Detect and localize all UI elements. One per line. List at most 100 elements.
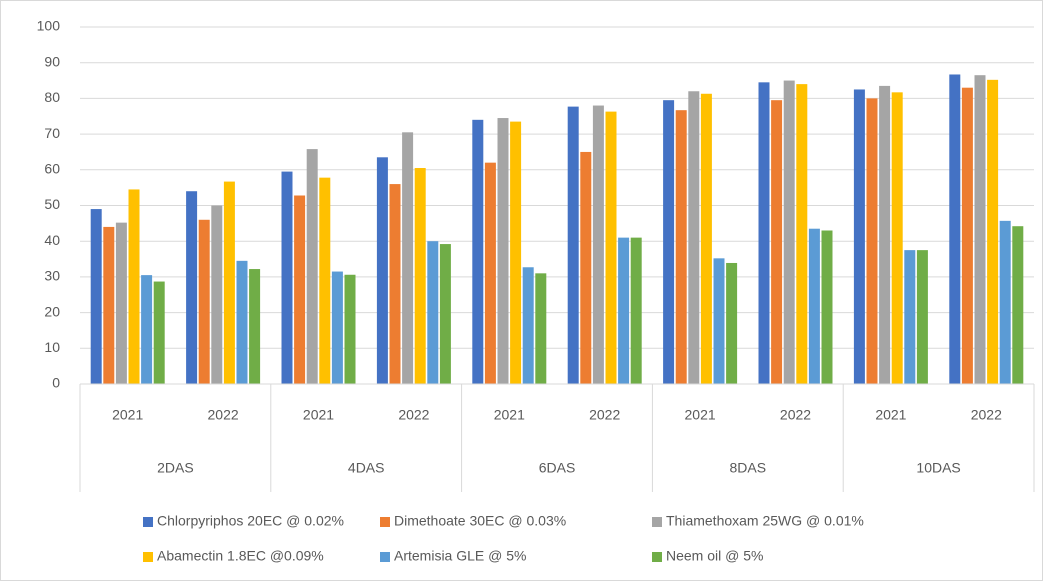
group-label: 8DAS (730, 460, 767, 476)
bar (198, 219, 210, 384)
bar (771, 100, 783, 384)
bar (306, 149, 318, 384)
bar (535, 273, 547, 384)
bar (891, 92, 903, 385)
bar (796, 84, 808, 385)
bar (414, 168, 426, 384)
bar (675, 110, 687, 384)
y-tick-label: 100 (37, 18, 61, 34)
legend-swatch (652, 517, 662, 527)
bar (294, 195, 306, 384)
legend-label: Thiamethoxam 25WG @ 0.01% (666, 513, 864, 529)
y-tick-label: 70 (44, 125, 60, 141)
x-tick-label: 2022 (780, 407, 811, 423)
x-tick-label: 2021 (494, 407, 525, 423)
group-label: 4DAS (348, 460, 385, 476)
y-tick-label: 10 (44, 339, 60, 355)
bar (211, 205, 223, 384)
bar (904, 250, 916, 384)
bar (567, 106, 579, 385)
bar (249, 269, 261, 384)
bar (916, 250, 928, 384)
bar (389, 184, 401, 384)
bar (484, 162, 496, 384)
bar (236, 260, 248, 384)
bar (987, 79, 999, 384)
bar (580, 151, 592, 384)
bar (630, 237, 642, 384)
bar (663, 100, 675, 384)
x-tick-label: 2021 (875, 407, 906, 423)
legend-swatch (143, 552, 153, 562)
bar (331, 271, 343, 384)
x-tick-label: 2021 (112, 407, 143, 423)
bar (439, 244, 451, 384)
bar (866, 98, 878, 385)
legend-swatch (380, 552, 390, 562)
bar (974, 75, 986, 384)
bar (510, 121, 522, 384)
y-tick-label: 90 (44, 53, 60, 69)
bar (153, 281, 165, 384)
bar (726, 262, 738, 384)
legend-label: Abamectin 1.8EC @0.09% (157, 548, 324, 564)
bar (472, 119, 484, 384)
bar (376, 157, 388, 384)
bar (879, 85, 891, 384)
bar (1012, 226, 1024, 384)
legend-label: Neem oil @ 5% (666, 548, 763, 564)
legend-label: Artemisia GLE @ 5% (394, 548, 526, 564)
y-tick-label: 40 (44, 232, 60, 248)
y-tick-label: 60 (44, 161, 60, 177)
bar (427, 241, 439, 384)
y-tick-label: 0 (52, 375, 60, 391)
bar (141, 275, 153, 384)
bar (497, 118, 509, 384)
bar (344, 274, 356, 384)
legend-swatch (652, 552, 662, 562)
bar (949, 74, 961, 384)
bar (618, 237, 630, 384)
bar (713, 258, 725, 384)
bar (853, 89, 865, 384)
bar (128, 189, 140, 384)
x-tick-label: 2021 (685, 407, 716, 423)
bar (808, 228, 820, 384)
bar (758, 82, 770, 385)
bar (999, 220, 1011, 384)
y-tick-label: 30 (44, 268, 60, 284)
x-tick-label: 2022 (208, 407, 239, 423)
group-label: 10DAS (916, 460, 960, 476)
bar (821, 230, 833, 384)
group-label: 2DAS (157, 460, 194, 476)
legend-swatch (143, 517, 153, 527)
bar (186, 191, 198, 384)
group-label: 6DAS (539, 460, 576, 476)
legend-swatch (380, 517, 390, 527)
x-tick-label: 2021 (303, 407, 334, 423)
bar (961, 87, 973, 384)
bar (223, 181, 235, 384)
x-tick-label: 2022 (589, 407, 620, 423)
bar (783, 80, 795, 385)
bar (281, 171, 293, 384)
bar (522, 267, 534, 384)
legend-label: Chlorpyriphos 20EC @ 0.02% (157, 513, 344, 529)
y-tick-label: 80 (44, 89, 60, 105)
x-tick-label: 2022 (398, 407, 429, 423)
bar (319, 177, 331, 384)
bar (592, 105, 604, 384)
y-tick-label: 20 (44, 303, 60, 319)
bar (90, 209, 102, 384)
legend-label: Dimethoate 30EC @ 0.03% (394, 513, 566, 529)
bar (402, 132, 414, 384)
bar (700, 93, 712, 384)
bar (688, 91, 700, 384)
x-tick-label: 2022 (971, 407, 1002, 423)
bar (605, 111, 617, 384)
bar (103, 226, 115, 384)
bar (115, 222, 127, 384)
y-tick-label: 50 (44, 196, 60, 212)
